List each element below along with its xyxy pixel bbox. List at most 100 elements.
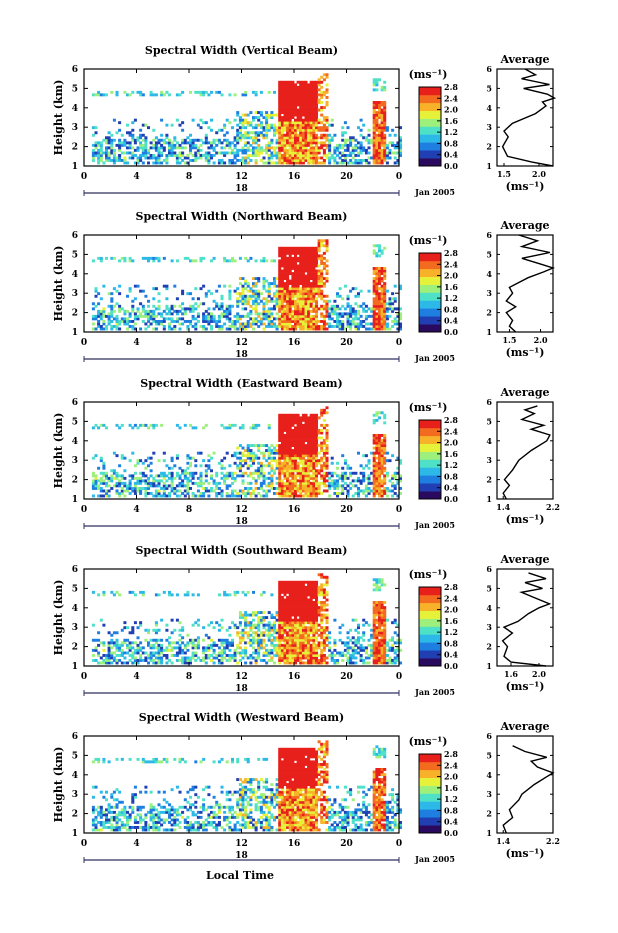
heatmap-cell <box>121 474 124 477</box>
heatmap-cell <box>247 449 250 452</box>
heatmap-cell <box>305 81 308 84</box>
heatmap-cell <box>144 474 147 477</box>
heatmap-cell <box>347 464 350 467</box>
heatmap-cell <box>310 328 313 331</box>
heatmap-cell <box>281 262 284 265</box>
heatmap-cell <box>284 262 287 265</box>
heatmap-cell <box>168 312 171 315</box>
heatmap-cell <box>394 472 397 475</box>
heatmap-cell <box>310 447 313 450</box>
heatmap-cell <box>173 629 176 632</box>
heatmap-cell <box>286 442 289 445</box>
heatmap-cell <box>276 152 279 155</box>
heatmap-cell <box>373 421 376 424</box>
heatmap-cell <box>341 467 344 470</box>
heatmap-cell <box>278 325 281 328</box>
heatmap-cell <box>312 479 315 482</box>
heatmap-cell <box>281 467 284 470</box>
heatmap-cell <box>147 257 150 260</box>
heatmap-cell <box>150 146 153 149</box>
heatmap-cell <box>97 257 100 260</box>
heatmap-cell <box>278 116 281 119</box>
heatmap-cell <box>318 99 321 102</box>
heatmap-cell <box>134 484 137 487</box>
heatmap-cell <box>284 325 287 328</box>
heatmap-cell <box>249 310 252 313</box>
heatmap-cell <box>286 139 289 142</box>
heatmap-cell <box>291 83 294 86</box>
heatmap-cell <box>281 434 284 437</box>
heatmap-cell <box>333 325 336 328</box>
heatmap-cell <box>142 652 145 655</box>
heatmap-cell <box>291 302 294 305</box>
heatmap-cell <box>294 86 297 89</box>
heatmap-cell <box>118 320 121 323</box>
heatmap-cell <box>110 312 113 315</box>
heatmap-cell <box>163 146 166 149</box>
heatmap-cell <box>323 129 326 132</box>
heatmap-cell <box>228 93 231 96</box>
heatmap-cell <box>375 144 378 147</box>
heatmap-cell <box>249 444 252 447</box>
heatmap-cell <box>268 315 271 318</box>
heatmap-cell <box>218 487 221 490</box>
heatmap-cell <box>186 657 189 660</box>
heatmap-cell <box>307 267 310 270</box>
heatmap-cell <box>247 295 250 298</box>
heatmap-cell <box>173 487 176 490</box>
heatmap-cell <box>139 302 142 305</box>
heatmap-cell <box>323 323 326 326</box>
heatmap-cell <box>326 154 329 157</box>
heatmap-cell <box>171 149 174 152</box>
heatmap-cell <box>192 317 195 320</box>
heatmap-cell <box>108 136 111 139</box>
heatmap-cell <box>291 116 294 119</box>
heatmap-cell <box>273 292 276 295</box>
heatmap-cell <box>286 310 289 313</box>
heatmap-cell <box>142 424 145 427</box>
average-y-tick-label: 6 <box>486 230 492 240</box>
heatmap-cell <box>284 305 287 308</box>
heatmap-cell <box>318 83 321 86</box>
heatmap-cell <box>129 290 132 293</box>
heatmap-cell <box>299 462 302 465</box>
heatmap-cell <box>268 320 271 323</box>
heatmap-cell <box>165 124 168 127</box>
heatmap-cell <box>236 124 239 127</box>
heatmap-cell <box>252 317 255 320</box>
heatmap-cell <box>302 419 305 422</box>
heatmap-cell <box>278 141 281 144</box>
heatmap-cell <box>213 139 216 142</box>
heatmap-cell <box>336 462 339 465</box>
heatmap-cell <box>312 439 315 442</box>
heatmap-cell <box>263 285 266 288</box>
heatmap-cell <box>368 152 371 155</box>
heatmap-cell <box>176 454 179 457</box>
heatmap-cell <box>281 83 284 86</box>
heatmap-cell <box>213 649 216 652</box>
heatmap-cell <box>92 134 95 137</box>
heatmap-cell <box>294 267 297 270</box>
heatmap-cell <box>205 649 208 652</box>
average-x-label: (ms⁻¹) <box>506 513 545 526</box>
heatmap-cell <box>105 328 108 331</box>
heatmap-cell <box>260 126 263 129</box>
colorbar-swatch <box>419 460 441 468</box>
heatmap-cell <box>129 131 132 134</box>
heatmap-cell <box>289 424 292 427</box>
heatmap-cell <box>284 96 287 99</box>
heatmap-cell <box>186 467 189 470</box>
heatmap-cell <box>270 487 273 490</box>
heatmap-cell <box>181 307 184 310</box>
heatmap-cell <box>360 482 363 485</box>
heatmap-cell <box>265 300 268 303</box>
heatmap-cell <box>213 300 216 303</box>
heatmap-cell <box>270 469 273 472</box>
heatmap-cell <box>307 487 310 490</box>
heatmap-cell <box>336 487 339 490</box>
heatmap-cell <box>362 136 365 139</box>
heatmap-cell <box>320 275 323 278</box>
heatmap-cell <box>113 484 116 487</box>
heatmap-cell <box>131 487 134 490</box>
heatmap-cell <box>218 462 221 465</box>
